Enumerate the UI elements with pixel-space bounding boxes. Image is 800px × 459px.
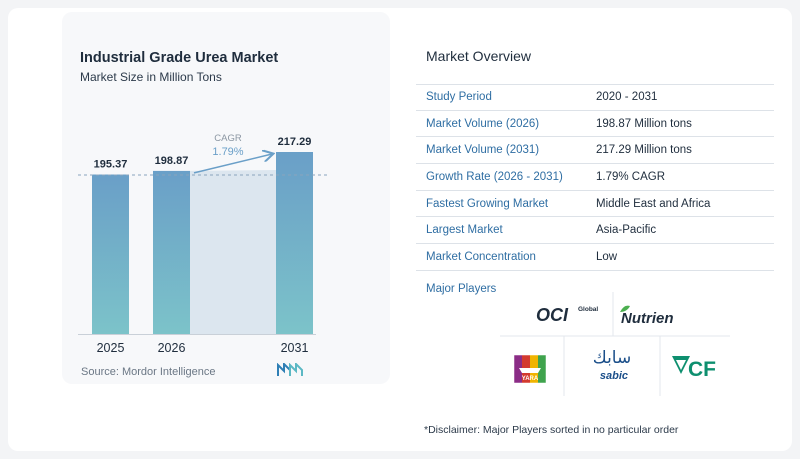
- x-tick-label: 2026: [158, 341, 186, 355]
- chart-source: Source: Mordor Intelligence: [81, 366, 216, 378]
- yara-ship-icon: [519, 368, 541, 373]
- overview-value: 2020 - 2031: [596, 91, 658, 104]
- oci-logo-text: OCI: [536, 305, 569, 325]
- overview-label: Study Period: [426, 91, 492, 104]
- overview-value: 198.87 Million tons: [596, 117, 692, 130]
- overview-value: Low: [596, 250, 618, 263]
- yara-logo-text: YARA: [522, 376, 539, 382]
- cagr-shaded-area: [190, 170, 276, 334]
- overview-label: Fastest Growing Market: [426, 197, 549, 210]
- overview-value: 217.29 Million tons: [596, 144, 692, 157]
- chart-title: Industrial Grade Urea Market: [80, 50, 279, 66]
- sabic-arabic-text: سابك: [593, 348, 631, 368]
- cf-logo: CF: [672, 356, 716, 381]
- nutrien-logo: Nutrien: [620, 305, 674, 327]
- bar-chart: 195.37 2025 198.87 2026 217.29 2031 CAGR 1.79%: [78, 133, 330, 355]
- overview-row: Market Volume (2031) 217.29 Million tons: [416, 137, 774, 165]
- oci-logo-sub: Global: [578, 306, 598, 313]
- disclaimer: *Disclaimer: Major Players sorted in no …: [424, 424, 679, 436]
- nutrien-leaf-icon: [620, 305, 630, 312]
- players-logo-grid: OCI Global Nutrien YARA سابك sabic CF: [500, 292, 730, 396]
- overview-row: Market Volume (2026) 198.87 Million tons: [416, 111, 774, 138]
- overview-label: Market Concentration: [426, 250, 536, 263]
- overview-value: Middle East and Africa: [596, 197, 711, 210]
- cagr-value: 1.79%: [212, 146, 243, 158]
- mordor-logo-icon: [277, 363, 303, 376]
- overview-row: Market Concentration Low: [416, 244, 774, 271]
- overview-row: Largest Market Asia-Pacific: [416, 217, 774, 245]
- nutrien-logo-text: Nutrien: [621, 310, 674, 327]
- overview-label: Growth Rate (2026 - 2031): [426, 170, 563, 183]
- overview-value: Asia-Pacific: [596, 224, 657, 237]
- overview-label: Market Volume (2031): [426, 144, 540, 157]
- bar-value-label: 195.37: [94, 159, 128, 171]
- overview-row: Study Period 2020 - 2031: [416, 84, 774, 111]
- overview-label: Largest Market: [426, 224, 503, 237]
- cf-logo-text: CF: [688, 358, 716, 381]
- bar-2026: [153, 170, 190, 334]
- major-players-label: Major Players: [426, 283, 497, 295]
- overview-value: 1.79% CAGR: [596, 170, 666, 183]
- oci-global-logo: OCI Global: [536, 305, 598, 325]
- overview-row: Growth Rate (2026 - 2031) 1.79% CAGR: [416, 164, 774, 191]
- sabic-logo: سابك sabic: [593, 348, 631, 382]
- sabic-logo-text: sabic: [600, 370, 628, 382]
- chart-subtitle: Market Size in Million Tons: [80, 70, 222, 84]
- bar-2031: [276, 152, 313, 334]
- overview-label: Market Volume (2026): [426, 117, 540, 130]
- cagr-arrow: [193, 154, 272, 174]
- bar-value-label: 217.29: [278, 136, 312, 148]
- market-overview-title: Market Overview: [426, 48, 532, 64]
- x-tick-label: 2025: [97, 341, 125, 355]
- bar-value-label: 198.87: [155, 155, 189, 167]
- yara-logo: YARA: [513, 354, 547, 384]
- overview-row: Fastest Growing Market Middle East and A…: [416, 191, 774, 218]
- bar-2025: [92, 174, 129, 334]
- x-tick-label: 2031: [281, 341, 309, 355]
- cagr-label: CAGR: [214, 133, 242, 144]
- overview-table: Study Period 2020 - 2031 Market Volume (…: [416, 84, 774, 271]
